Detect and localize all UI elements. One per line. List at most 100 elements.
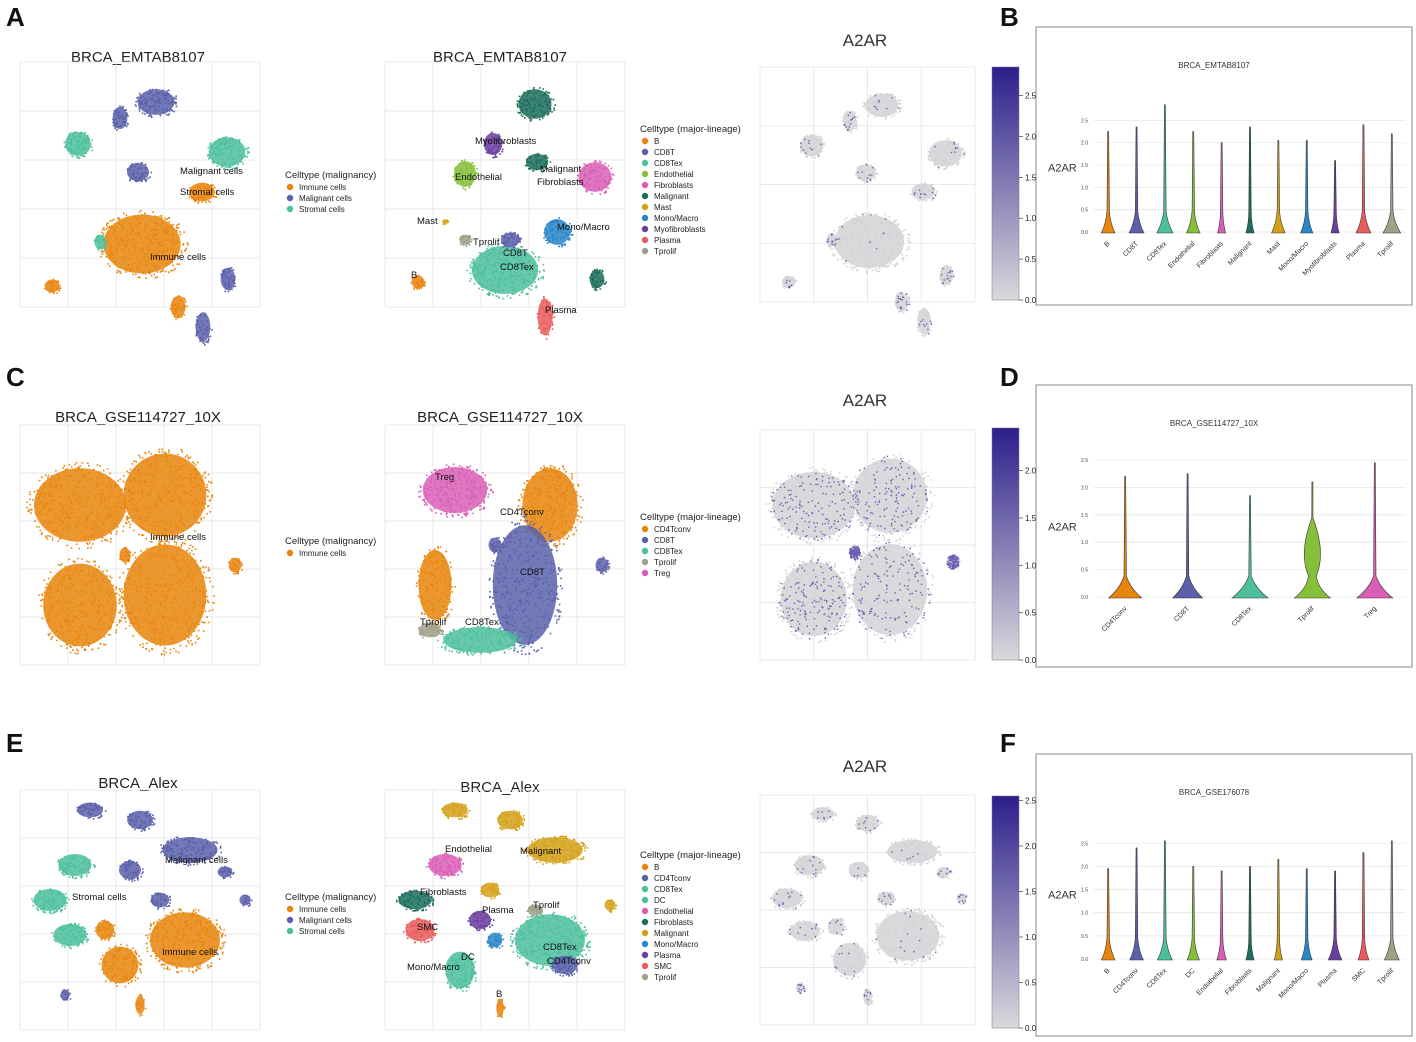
violin-shape (1271, 140, 1286, 234)
umap-cluster-points (160, 836, 222, 867)
feature-cluster (854, 814, 883, 835)
umap-cluster-points (526, 904, 543, 918)
umap-cluster-points (38, 557, 123, 655)
legend-swatch (641, 569, 649, 577)
legend-label: Tprolif (654, 247, 677, 256)
violin-ytick: 2.5 (1081, 118, 1088, 124)
umap-cluster (459, 234, 473, 248)
umap-cluster-points (145, 908, 227, 974)
umap-cluster (516, 87, 556, 122)
colorbar-tick-label: 2.5 (1025, 797, 1037, 806)
umap-cluster (509, 911, 592, 971)
umap-cluster-points (425, 852, 465, 880)
umap-cluster-points (127, 810, 156, 833)
colorbar-tick-label: 2.0 (1025, 467, 1037, 476)
cluster-label: CD4Tconv (500, 507, 544, 518)
umap-cluster-core (34, 468, 126, 542)
umap-cluster-points (517, 464, 584, 549)
umap-cluster (169, 295, 188, 321)
cluster-label: Malignant (520, 846, 562, 857)
umap-cluster (536, 296, 556, 340)
cluster-label: Treg (435, 472, 454, 483)
umap-cluster-points (497, 809, 526, 831)
umap-cluster (466, 242, 545, 300)
violin-shape (1355, 124, 1372, 234)
violin-shape (1171, 473, 1204, 599)
colorbar (991, 66, 1020, 301)
cluster-label: B (496, 989, 502, 1000)
umap-cluster (118, 859, 144, 883)
umap-cluster-points (396, 889, 435, 912)
legend-swatch (641, 929, 649, 937)
umap-cluster (500, 231, 522, 250)
violin-ytick: 0.5 (1081, 934, 1088, 940)
cluster-label: Fibroblasts (537, 177, 584, 188)
violin-shape (1327, 870, 1343, 961)
violin-ytick: 0.5 (1081, 568, 1088, 574)
umap-cluster-points (135, 994, 147, 1017)
umap-cluster-core (208, 137, 246, 167)
umap-cluster-points (415, 545, 456, 627)
cluster-label: DC (461, 952, 475, 963)
umap-cluster-points (402, 917, 437, 944)
feature-cluster (877, 891, 897, 908)
violin-shape (1245, 126, 1255, 234)
legend-swatch (641, 148, 649, 156)
legend-title: Celltype (malignancy) (285, 536, 376, 547)
feature-cluster-points (854, 163, 879, 184)
umap-cluster-points (93, 234, 107, 252)
feature-cluster-points (846, 453, 936, 541)
panel-letter: A (6, 2, 25, 32)
cluster-label: Malignant cells (180, 166, 243, 177)
legend-label: Fibroblasts (654, 181, 693, 190)
feature-cluster-points (828, 212, 912, 274)
umap-cluster-points (442, 219, 449, 225)
legend-swatch (286, 905, 294, 913)
legend-label: Tprolif (654, 558, 677, 567)
legend-label: Stromal cells (299, 927, 345, 936)
umap-title: BRCA_GSE114727_10X (55, 409, 221, 426)
umap-cluster (488, 514, 563, 656)
violin-ytick: 1.0 (1081, 540, 1088, 546)
umap-cluster-points (51, 922, 89, 950)
umap-cluster (134, 88, 178, 118)
umap-cluster (442, 219, 449, 225)
feature-cluster-points (842, 110, 859, 134)
cluster-label: Stromal cells (180, 187, 235, 198)
violin-shape (1217, 142, 1227, 234)
legend-swatch (641, 547, 649, 555)
umap-title: BRCA_Alex (98, 775, 178, 792)
cluster-label: CD8Tex (500, 262, 534, 273)
feature-cluster (848, 861, 870, 882)
umap-cluster (437, 624, 524, 656)
cluster-label: Plasma (545, 305, 577, 316)
feature-cluster-points (927, 137, 966, 171)
feature-cluster (910, 182, 938, 202)
umap-cluster (523, 835, 589, 865)
umap-cluster (543, 217, 574, 248)
feature-cluster-points (910, 182, 938, 202)
feature-cluster-points (793, 854, 827, 879)
legend-swatch (641, 863, 649, 871)
legend-swatch (641, 536, 649, 544)
feature-cluster-core (887, 839, 938, 863)
violin-shape (1231, 495, 1269, 599)
feature-cluster-points (871, 907, 945, 966)
cluster-label: CD8Tex (465, 617, 499, 628)
umap-cluster (497, 809, 526, 831)
legend-label: B (654, 863, 659, 872)
umap-cluster-points (501, 231, 522, 250)
feature-cluster (769, 887, 806, 911)
feature-cluster (917, 307, 933, 337)
colorbar (991, 427, 1020, 661)
legend-swatch (286, 183, 294, 191)
umap-cluster-points (516, 87, 556, 122)
feature-cluster (862, 92, 903, 120)
umap-cluster (126, 162, 153, 183)
feature-cluster (831, 941, 870, 981)
umap-cluster (60, 989, 72, 1001)
feature-title: A2AR (843, 31, 887, 50)
umap-cluster (396, 889, 435, 912)
umap-cluster-core (103, 214, 181, 274)
legend-swatch (641, 907, 649, 915)
